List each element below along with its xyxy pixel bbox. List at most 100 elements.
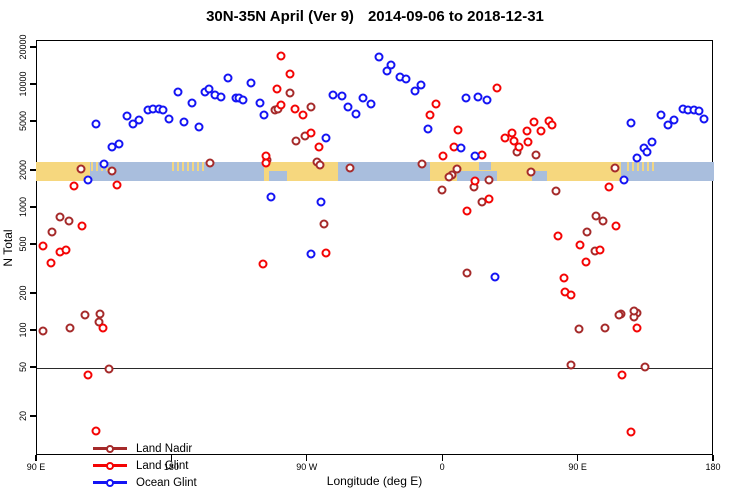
chart-title-region: 30N-35N April (Ver 9) [206,8,354,25]
y-tick-label: 20000 [18,34,28,60]
data-point-land-nadir [306,102,316,112]
x-tick-label: 90 E [568,462,587,472]
y-tick-mark [30,243,36,245]
data-point-land-glint [258,259,268,269]
data-point-land-nadir [600,323,610,333]
data-point-land-glint [314,142,324,152]
data-point-land-nadir [65,323,75,333]
data-point-land-glint [529,117,539,127]
data-point-ocean-glint [173,87,183,97]
legend-label: Ocean Glint [136,476,197,489]
data-point-land-glint [91,426,101,436]
x-tick-mark [306,455,308,461]
x-tick-mark [712,455,714,461]
data-point-land-glint [547,120,557,130]
data-point-ocean-glint [328,90,338,100]
data-point-ocean-glint [386,60,396,70]
data-point-land-glint [290,104,300,114]
legend-circle-icon [106,444,114,453]
data-point-land-nadir [104,364,114,374]
data-point-ocean-glint [456,143,466,153]
data-point-ocean-glint [423,124,433,134]
legend-item: Land Nadir [93,440,197,457]
data-point-ocean-glint [343,102,353,112]
data-point-ocean-glint [99,159,109,169]
band-island-speckle [172,161,207,172]
data-point-land-glint [321,248,331,258]
legend-circle-icon [106,461,114,470]
y-tick-label: 1000 [18,197,28,218]
y-tick-mark [30,329,36,331]
legend-circle-icon [106,478,114,487]
data-point-land-nadir [452,164,462,174]
data-point-land-nadir [64,216,74,226]
data-point-land-nadir [526,167,536,177]
data-point-land-nadir [484,175,494,185]
data-point-land-nadir [531,150,541,160]
data-point-ocean-glint [187,98,197,108]
data-point-land-nadir [319,219,329,229]
data-point-land-glint [626,427,635,437]
data-point-land-nadir [55,212,65,222]
plot-area: Land Nadir Land Glint Ocean Glint [35,40,714,489]
data-point-land-glint [83,370,93,380]
legend-symbol [93,478,127,488]
data-point-ocean-glint [204,84,214,94]
y-tick-mark [30,366,36,368]
x-tick-mark [441,455,443,461]
data-point-ocean-glint [351,109,361,119]
data-point-land-nadir [107,166,117,176]
y-tick-label: 100 [18,322,28,338]
data-point-ocean-glint [656,110,666,120]
band-ocean-notch [456,171,498,181]
reference-line-layer [37,41,712,454]
band-island-speckle [626,161,656,172]
legend-symbol [93,461,127,471]
data-point-ocean-glint [266,192,276,202]
data-point-land-glint [61,245,71,255]
data-point-ocean-glint [619,175,629,185]
data-point-ocean-glint [316,197,326,207]
data-point-land-glint [470,176,480,186]
data-point-ocean-glint [255,98,265,108]
data-point-ocean-glint [482,95,492,105]
data-point-land-glint [617,370,627,380]
data-point-land-nadir [315,160,325,170]
data-point-ocean-glint [416,80,426,89]
data-point-land-glint [69,181,79,191]
data-point-land-glint [98,323,108,333]
data-point-land-glint [492,83,502,93]
data-point-land-glint [581,257,591,267]
data-point-ocean-glint [694,106,704,116]
data-point-land-glint [298,110,308,120]
data-point-land-glint [500,133,510,143]
data-point-land-glint [559,273,569,283]
x-tick-mark [576,455,579,461]
data-point-land-nadir [614,310,624,320]
band-ocean-notch [268,171,287,181]
x-tick-label: 90 E [26,462,46,472]
y-tick-label: 200 [18,285,28,301]
data-point-land-glint [484,194,494,204]
data-point-ocean-glint [321,133,331,143]
data-point-ocean-glint [179,117,189,127]
x-tick-mark [35,455,37,461]
data-point-land-nadir [598,216,608,226]
data-point-land-nadir [551,186,561,196]
data-point-ocean-glint [461,93,471,103]
y-tick-mark [30,292,36,294]
data-point-land-glint [575,240,585,250]
data-point-land-nadir [591,211,601,221]
data-point-land-nadir [640,362,650,372]
legend-symbol [93,444,127,454]
data-point-land-glint [306,128,316,138]
y-tick-mark [30,120,36,122]
data-point-land-glint [38,241,48,251]
data-point-land-glint [604,182,614,192]
scatter-points-layer [37,41,712,454]
data-point-land-glint [566,290,576,300]
data-point-ocean-glint [699,114,709,124]
data-point-ocean-glint [490,272,500,282]
data-point-land-glint [276,51,286,61]
y-tick-mark [30,46,36,48]
